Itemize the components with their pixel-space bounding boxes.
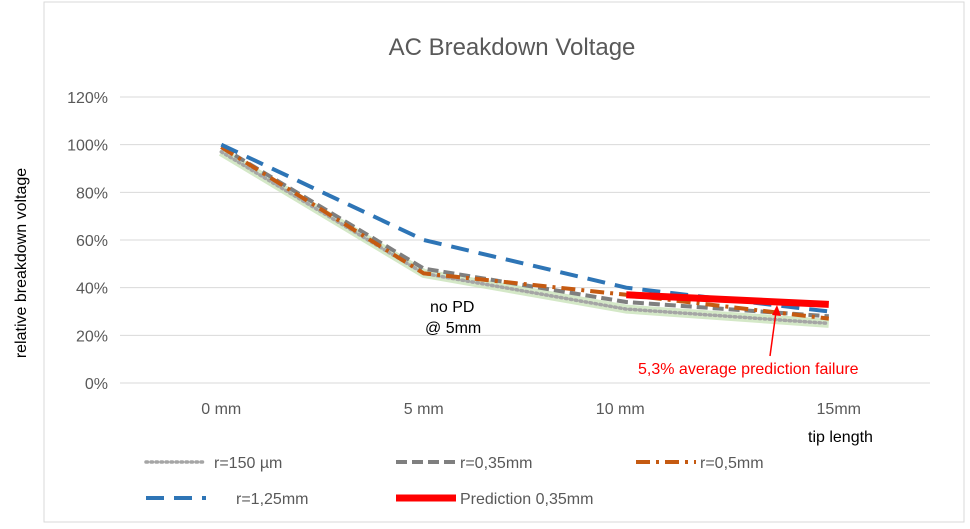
chart-title: AC Breakdown Voltage — [389, 34, 636, 61]
y-tick-label: 80% — [76, 185, 108, 202]
series-line — [626, 291, 829, 308]
legend-item: r=1,25mm — [146, 491, 308, 508]
x-tick-label: 10 mm — [596, 401, 645, 418]
legend-item: Prediction 0,35mm — [396, 491, 593, 508]
y-tick-label: 0% — [85, 376, 108, 393]
series-lines — [218, 142, 831, 328]
legend-item: r=0,5mm — [636, 455, 764, 472]
legend-item: r=150 µm — [144, 455, 282, 472]
x-tick-label: 15mm — [817, 401, 861, 418]
annotation-at-5mm: @ 5mm — [425, 320, 481, 337]
chart-frame — [43, 1, 965, 523]
series-line — [220, 145, 830, 321]
y-tick-label: 120% — [67, 90, 108, 107]
legend-label: Prediction 0,35mm — [460, 491, 593, 508]
series-5 — [626, 291, 829, 308]
x-tick-label: 5 mm — [404, 401, 444, 418]
series-3 — [220, 145, 830, 321]
annotation-no-pd: no PD — [430, 299, 474, 316]
y-tick-label: 60% — [76, 233, 108, 250]
x-tick-label: 0 mm — [201, 401, 241, 418]
y-axis-label: relative breakdown voltage — [13, 168, 30, 358]
legend-label: r=0,35mm — [460, 455, 532, 472]
x-tick-labels: 0 mm 5 mm 10 mm 15mm — [201, 401, 861, 418]
y-tick-label: 20% — [76, 328, 108, 345]
legend-label: r=1,25mm — [236, 491, 308, 508]
legend: r=150 µm r=0,35mm r=0,5mm r=1,25mm Predictio… — [144, 455, 764, 508]
legend-label: r=0,5mm — [700, 455, 764, 472]
x-axis-label: tip length — [808, 429, 873, 446]
y-tick-label: 100% — [67, 138, 108, 155]
failure-arrow — [769, 305, 781, 357]
annotation-prediction-failure: 5,3% average prediction failure — [638, 361, 859, 378]
y-tick-labels: 0% 20% 40% 60% 80% 100% 120% — [67, 90, 108, 393]
legend-label: r=150 µm — [214, 455, 282, 472]
legend-item: r=0,35mm — [396, 455, 532, 472]
y-tick-label: 40% — [76, 281, 108, 298]
gridlines — [120, 96, 930, 384]
